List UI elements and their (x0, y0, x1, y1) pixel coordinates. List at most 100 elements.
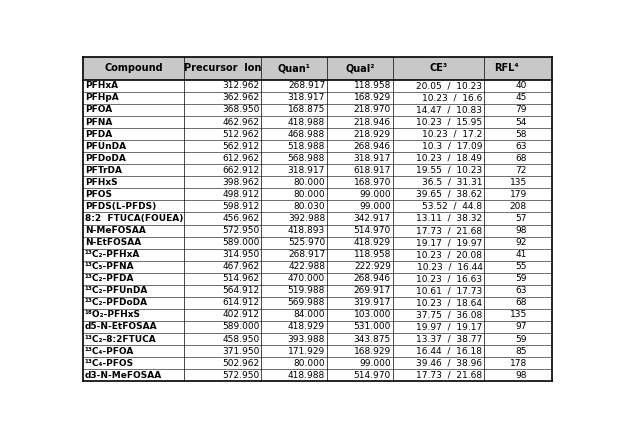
Text: 17.73  /  21.68: 17.73 / 21.68 (417, 371, 483, 380)
Text: 456.962: 456.962 (222, 214, 260, 223)
Text: 118.958: 118.958 (353, 250, 391, 259)
Text: 103.000: 103.000 (353, 310, 391, 319)
Text: 80.000: 80.000 (294, 358, 325, 368)
Text: 92: 92 (515, 238, 527, 247)
Text: 54: 54 (515, 118, 527, 127)
Text: 168.970: 168.970 (353, 178, 391, 187)
Text: 10.23  /  15.95: 10.23 / 15.95 (417, 118, 483, 127)
Text: 614.912: 614.912 (222, 299, 260, 307)
Text: 572.950: 572.950 (222, 226, 260, 235)
Text: 312.962: 312.962 (222, 81, 260, 90)
Text: 268.946: 268.946 (353, 141, 391, 151)
Text: 58: 58 (515, 130, 527, 138)
Text: 19.55  /  10.23: 19.55 / 10.23 (417, 166, 483, 175)
Text: 118.958: 118.958 (353, 81, 391, 90)
Text: PFDS(L-PFDS): PFDS(L-PFDS) (85, 202, 156, 211)
Text: 10.3  /  17.09: 10.3 / 17.09 (422, 141, 483, 151)
Text: 41: 41 (515, 250, 527, 259)
Text: 98: 98 (515, 371, 527, 380)
Bar (83, 345, 552, 357)
Text: 318.917: 318.917 (288, 166, 325, 175)
Text: 393.988: 393.988 (288, 335, 325, 344)
Bar (83, 188, 552, 201)
Text: 36.5  /  31.31: 36.5 / 31.31 (422, 178, 483, 187)
Text: 392.988: 392.988 (288, 214, 325, 223)
Text: Precursor  Ion: Precursor Ion (184, 63, 261, 73)
Text: 598.912: 598.912 (222, 202, 260, 211)
Text: 418.893: 418.893 (288, 226, 325, 235)
Text: 268.917: 268.917 (288, 250, 325, 259)
Text: 19.17  /  19.97: 19.17 / 19.97 (416, 238, 483, 247)
Text: 514.962: 514.962 (222, 274, 260, 283)
Text: 8:2  FTUCA(FOUEA): 8:2 FTUCA(FOUEA) (85, 214, 184, 223)
Text: PFNA: PFNA (85, 118, 112, 127)
Text: 362.962: 362.962 (222, 93, 260, 102)
Text: ¹³C₂-PFDoDA: ¹³C₂-PFDoDA (85, 299, 148, 307)
Bar (83, 369, 552, 381)
Text: 45: 45 (515, 93, 527, 102)
Text: 512.962: 512.962 (222, 130, 260, 138)
Text: 13.11  /  38.32: 13.11 / 38.32 (417, 214, 483, 223)
Text: 168.875: 168.875 (288, 105, 325, 115)
Text: 40: 40 (515, 81, 527, 90)
Text: ¹³C₄-PFOA: ¹³C₄-PFOA (85, 347, 134, 355)
Bar (83, 57, 552, 80)
Text: 572.950: 572.950 (222, 371, 260, 380)
Bar (83, 237, 552, 249)
Text: 612.962: 612.962 (222, 154, 260, 163)
Text: 268.917: 268.917 (288, 81, 325, 90)
Text: 178: 178 (510, 358, 527, 368)
Bar (83, 92, 552, 104)
Text: 222.929: 222.929 (354, 262, 391, 271)
Text: PFDoDA: PFDoDA (85, 154, 126, 163)
Bar (83, 152, 552, 164)
Text: Quan¹: Quan¹ (277, 63, 311, 73)
Text: 418.929: 418.929 (353, 238, 391, 247)
Text: ¹³C₂-PFDA: ¹³C₂-PFDA (85, 274, 134, 283)
Text: 468.988: 468.988 (288, 130, 325, 138)
Text: 63: 63 (515, 286, 527, 295)
Text: 84.000: 84.000 (294, 310, 325, 319)
Text: PFHxA: PFHxA (85, 81, 118, 90)
Bar (83, 164, 552, 176)
Text: 458.950: 458.950 (222, 335, 260, 344)
Text: 85: 85 (515, 347, 527, 355)
Text: CE³: CE³ (430, 63, 447, 73)
Text: 79: 79 (515, 105, 527, 115)
Text: 318.917: 318.917 (353, 154, 391, 163)
Text: 17.73  /  21.68: 17.73 / 21.68 (417, 226, 483, 235)
Text: 72: 72 (515, 166, 527, 175)
Text: 498.912: 498.912 (222, 190, 260, 199)
Text: PFOS: PFOS (85, 190, 112, 199)
Text: 80.000: 80.000 (294, 190, 325, 199)
Text: 37.75  /  36.08: 37.75 / 36.08 (416, 310, 483, 319)
Text: 59: 59 (515, 274, 527, 283)
Text: ¹³C₂-8:2FTUCA: ¹³C₂-8:2FTUCA (85, 335, 157, 344)
Text: 418.929: 418.929 (288, 322, 325, 332)
Text: 218.929: 218.929 (353, 130, 391, 138)
Text: 20.05  /  10.23: 20.05 / 10.23 (417, 81, 483, 90)
Text: 99.000: 99.000 (359, 202, 391, 211)
Bar (83, 273, 552, 285)
Bar (83, 213, 552, 224)
Text: ¹⁸O₂-PFHxS: ¹⁸O₂-PFHxS (85, 310, 141, 319)
Text: 39.46  /  38.96: 39.46 / 38.96 (417, 358, 483, 368)
Text: 564.912: 564.912 (222, 286, 260, 295)
Bar (83, 285, 552, 297)
Bar (83, 309, 552, 321)
Text: PFOA: PFOA (85, 105, 112, 115)
Text: PFUnDA: PFUnDA (85, 141, 126, 151)
Text: 55: 55 (515, 262, 527, 271)
Text: 10.23  /  18.49: 10.23 / 18.49 (417, 154, 483, 163)
Text: 99.000: 99.000 (359, 358, 391, 368)
Text: 314.950: 314.950 (222, 250, 260, 259)
Bar (83, 128, 552, 140)
Text: 135: 135 (510, 310, 527, 319)
Text: 368.950: 368.950 (222, 105, 260, 115)
Text: 568.988: 568.988 (288, 154, 325, 163)
Bar (83, 176, 552, 188)
Text: 10.23  /  16.6: 10.23 / 16.6 (422, 93, 483, 102)
Bar (83, 249, 552, 261)
Text: PFDA: PFDA (85, 130, 112, 138)
Text: 97: 97 (515, 322, 527, 332)
